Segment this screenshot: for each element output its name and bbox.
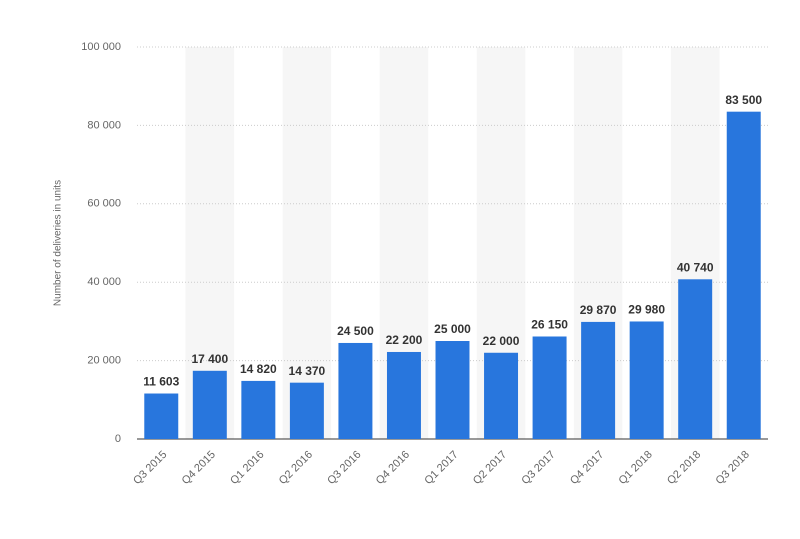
x-tick-label: Q4 2016: [374, 449, 412, 487]
x-tick-label: Q1 2016: [228, 449, 266, 487]
x-tick-label: Q2 2016: [277, 449, 315, 487]
x-tick-label: Q3 2018: [714, 449, 752, 487]
value-label: 22 200: [386, 333, 423, 347]
x-tick-label: Q3 2015: [131, 449, 169, 487]
x-tick-label: Q1 2018: [617, 449, 655, 487]
y-tick-label: 100 000: [81, 41, 121, 53]
value-label: 11 603: [143, 375, 179, 389]
bar: [435, 341, 470, 439]
y-tick-label: 40 000: [87, 276, 121, 288]
value-label: 14 370: [289, 364, 326, 378]
value-label: 29 870: [580, 303, 617, 317]
value-label: 25 000: [434, 322, 471, 336]
bar: [144, 393, 179, 439]
x-tick-label: Q3 2017: [519, 449, 557, 487]
x-tick-label: Q3 2016: [325, 449, 363, 487]
x-tick-label: Q4 2017: [568, 449, 606, 487]
value-label: 24 500: [337, 324, 374, 338]
x-tick-label: Q4 2015: [180, 449, 218, 487]
value-label: 14 820: [240, 362, 277, 376]
bar: [726, 111, 761, 440]
bar: [581, 321, 616, 439]
bar: [532, 336, 567, 439]
bar: [629, 321, 664, 439]
bar: [241, 380, 276, 439]
bar: [338, 342, 373, 439]
value-label: 17 400: [191, 352, 228, 366]
x-tick-label: Q1 2017: [422, 449, 460, 487]
y-tick-label: 20 000: [87, 355, 121, 367]
y-tick-label: 60 000: [87, 198, 121, 210]
y-axis-label: Number of deliveries in units: [53, 180, 64, 306]
value-label: 26 150: [531, 318, 568, 332]
bar: [484, 352, 519, 439]
value-label: 83 500: [725, 93, 762, 107]
bar: [192, 370, 227, 439]
y-tick-label: 80 000: [87, 119, 121, 131]
value-label: 29 980: [628, 303, 665, 317]
band-shade: [282, 47, 332, 439]
bar: [289, 382, 324, 439]
bar: [386, 351, 421, 439]
value-label: 22 000: [483, 334, 520, 348]
x-tick-label: Q2 2018: [665, 449, 703, 487]
x-tick-label: Q2 2017: [471, 449, 509, 487]
y-tick-label: 0: [115, 433, 121, 445]
value-label: 40 740: [677, 260, 714, 274]
bar: [678, 279, 713, 439]
